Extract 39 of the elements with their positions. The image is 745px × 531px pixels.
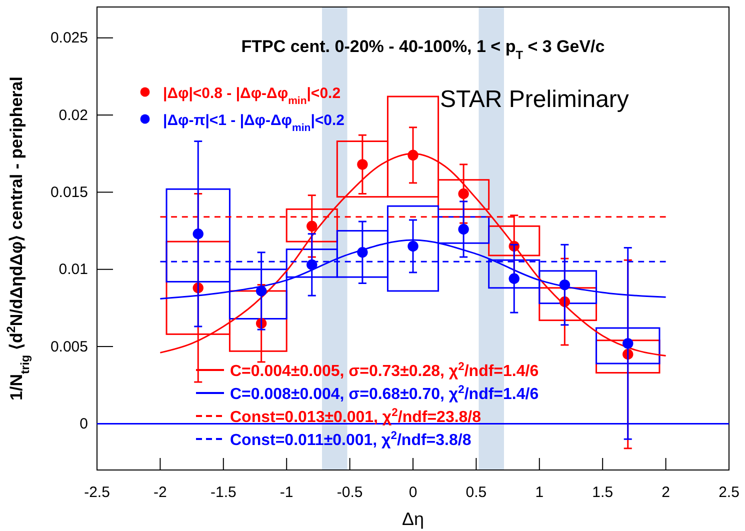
x-tick-label: 0.5: [466, 484, 487, 501]
y-tick-label: 0: [80, 416, 88, 432]
x-tick-label: 1.5: [592, 484, 614, 501]
point: [508, 273, 520, 284]
legend-label: |Δφ-π|<1 - |Δφ-Δφ$_{min}$|<0.2: [163, 112, 345, 134]
x-tick-label: -1.5: [210, 484, 236, 501]
point: [408, 240, 418, 252]
point: [559, 279, 570, 290]
y-tick-label: 0.025: [50, 30, 88, 47]
point: [458, 188, 469, 200]
legend-label: Const=0.013±0.001, χ$^{2}$/ndf=23.8/8: [230, 407, 482, 426]
point: [306, 259, 318, 270]
y-tick-label: 0.005: [50, 338, 88, 356]
point: [408, 150, 418, 160]
point: [306, 220, 318, 232]
x-tick-label: -2: [154, 484, 167, 501]
x-tick-label: 2.5: [718, 484, 740, 501]
annotation: STAR Preliminary: [440, 86, 629, 113]
legend-label: |Δφ|<0.8 - |Δφ-Δφ$_{min}$|<0.2: [163, 85, 341, 107]
legend-label: C=0.004±0.005, σ=0.73±0.28, χ$^{2}$/ndf=1.4/6: [230, 361, 539, 380]
y-tick-label: 0.015: [50, 184, 88, 201]
x-axis-title: Δη: [402, 509, 424, 529]
point: [622, 338, 634, 349]
point: [357, 247, 368, 258]
y-tick-label: 0.01: [58, 261, 88, 278]
x-tick-label: -2.5: [84, 484, 110, 501]
y-tick-label: 0.02: [58, 106, 88, 124]
point: [256, 286, 267, 296]
legend-label: Const=0.011±0.001, χ$^{2}$/ndf=3.8/8: [230, 430, 472, 449]
x-tick-label: -0.5: [336, 484, 363, 501]
x-tick-label: -1: [280, 484, 294, 501]
point: [357, 159, 368, 170]
legend-label: C=0.008±0.004, σ=0.68±0.70, χ$^{2}$/ndf=1.4/6: [230, 384, 539, 403]
x-tick-label: 2: [662, 484, 670, 501]
text: FTPC cent. 0-20% - 40-100%, 1 < p$_{T}$ < 3 GeV/c: [241, 37, 605, 62]
x-tick-label: 1: [535, 484, 544, 501]
x-tick-label: 0: [408, 484, 418, 501]
point: [458, 224, 469, 235]
point: [192, 228, 204, 240]
